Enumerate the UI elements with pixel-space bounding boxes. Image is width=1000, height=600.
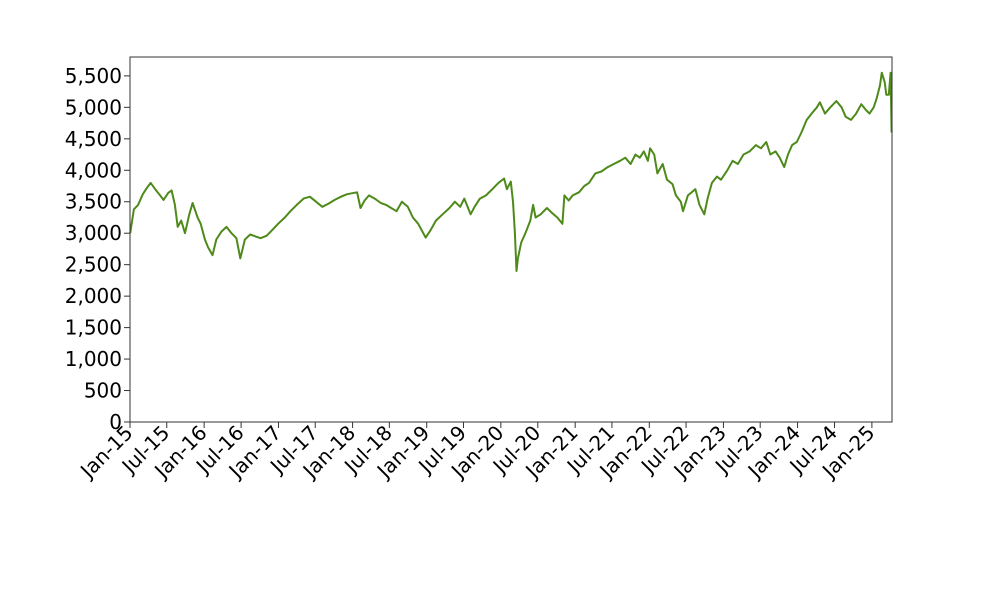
plot-area	[130, 57, 892, 422]
y-tick-label: 3,000	[65, 221, 122, 245]
y-tick-label: 5,000	[65, 95, 122, 119]
y-tick-label: 5,500	[65, 64, 122, 88]
y-tick-label: 1,500	[65, 316, 122, 340]
y-axis: 0 500 1,000 1,500 2,000 2,500 3,000 3,500 4,000 4…	[65, 64, 130, 434]
y-tick-label: 4,000	[65, 158, 122, 182]
y-tick-label: 3,500	[65, 190, 122, 214]
x-axis: Jan-15Jul-15Jan-16Jul-16Jan-17Jul-17Jan-…	[74, 421, 879, 484]
y-tick-label: 4,500	[65, 127, 122, 151]
y-tick-label: 1,000	[65, 347, 122, 371]
y-tick-label: 2,000	[65, 284, 122, 308]
series-layer	[129, 71, 893, 272]
series-line	[129, 71, 893, 272]
y-tick-label: 0	[109, 410, 122, 434]
y-tick-label: 500	[84, 379, 122, 403]
y-tick-label: 2,500	[65, 253, 122, 277]
plot-frame	[129, 56, 893, 423]
